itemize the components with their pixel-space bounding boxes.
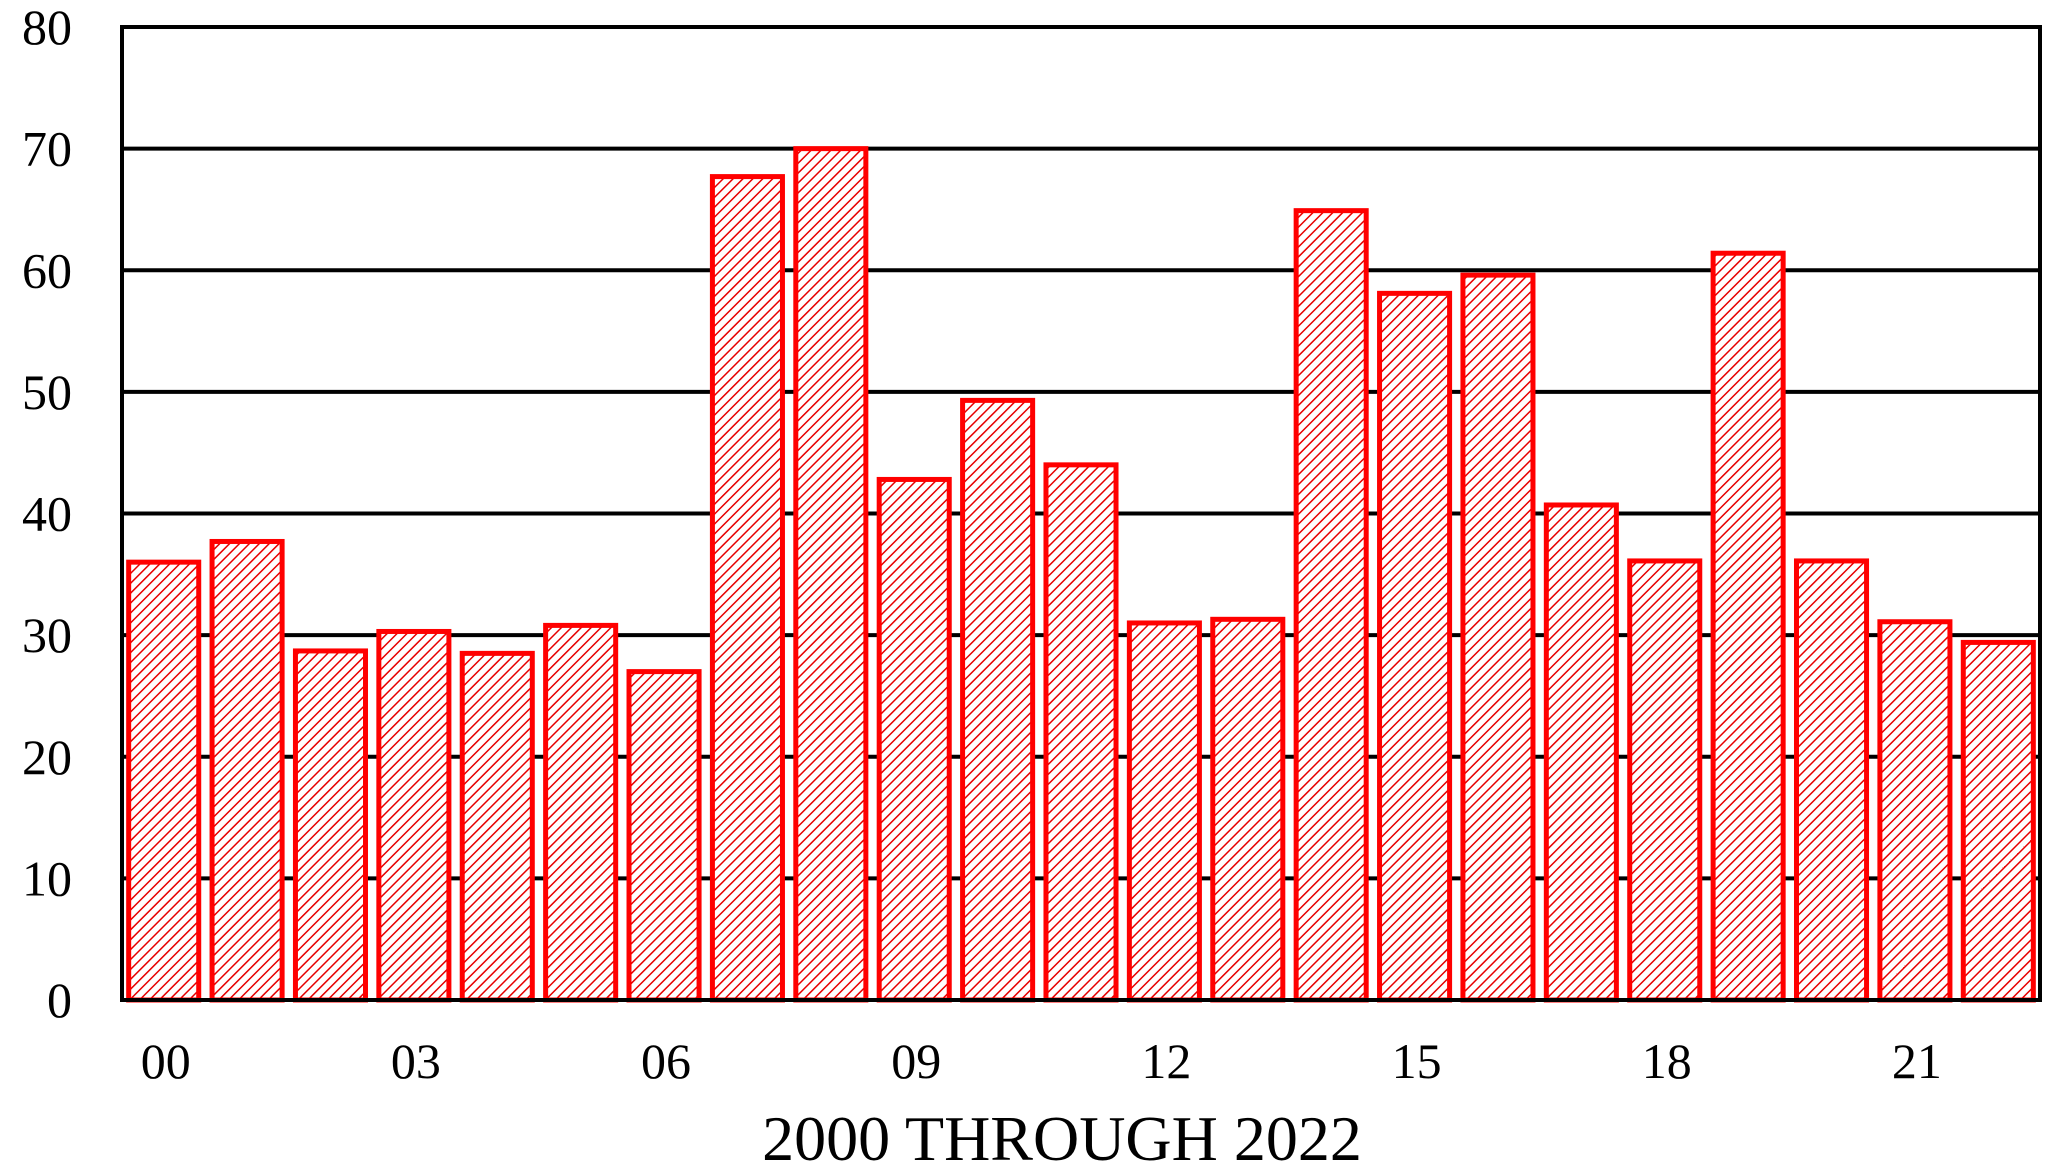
- bar-13: [1210, 616, 1286, 1003]
- bar-07: [709, 174, 785, 1003]
- plot-frame: [120, 25, 2042, 1002]
- y-tick-label: 40: [22, 486, 72, 542]
- x-tick-label: 18: [1642, 1033, 1692, 1089]
- bar-02: [292, 648, 369, 1003]
- x-axis-label: 2000 THROUGH 2022: [762, 1103, 1362, 1167]
- bar-04: [459, 650, 535, 1003]
- bar-01: [209, 538, 285, 1003]
- y-tick-label: 60: [22, 242, 72, 298]
- bar-22: [1960, 639, 2036, 1003]
- plot-border: [120, 25, 2042, 1002]
- bar-16: [1460, 272, 1536, 1003]
- x-tick-label: 03: [391, 1033, 441, 1089]
- y-tick-label: 10: [22, 850, 72, 906]
- x-tick-label: 06: [641, 1033, 691, 1089]
- bar-06: [626, 669, 702, 1003]
- x-tick-label: 09: [891, 1033, 941, 1089]
- bar-00: [126, 559, 202, 1003]
- y-tick-label: 50: [22, 364, 72, 420]
- y-tick-label: 0: [47, 972, 72, 1028]
- x-tick-label: 00: [141, 1033, 191, 1089]
- bar-12: [1126, 620, 1202, 1003]
- bar-10: [960, 397, 1036, 1003]
- bar-11: [1043, 462, 1119, 1003]
- x-tick-label: 12: [1141, 1033, 1191, 1089]
- x-tick-label: 21: [1892, 1033, 1942, 1089]
- bar-03: [376, 628, 452, 1003]
- y-tick-label: 70: [22, 121, 72, 177]
- bar-18: [1627, 558, 1703, 1003]
- x-tick-labels: 00 03 06 09 12 15 18 21: [141, 1033, 1942, 1089]
- bar-15: [1377, 290, 1453, 1003]
- bar-21: [1877, 619, 1953, 1003]
- bar-19: [1710, 250, 1786, 1003]
- y-tick-label: 30: [22, 607, 72, 663]
- bar-17: [1543, 502, 1619, 1003]
- x-tick-label: 15: [1392, 1033, 1442, 1089]
- y-tick-label: 80: [22, 0, 72, 55]
- bar-14: [1293, 208, 1369, 1003]
- bar-20: [1793, 558, 1870, 1003]
- y-tick-labels: 0 10 20 30 40 50 60 70 80: [22, 0, 72, 1028]
- y-tick-label: 20: [22, 729, 72, 785]
- bar-05: [543, 622, 619, 1003]
- bars: [126, 146, 2036, 1003]
- bar-09: [876, 476, 952, 1003]
- bar-08: [793, 146, 869, 1003]
